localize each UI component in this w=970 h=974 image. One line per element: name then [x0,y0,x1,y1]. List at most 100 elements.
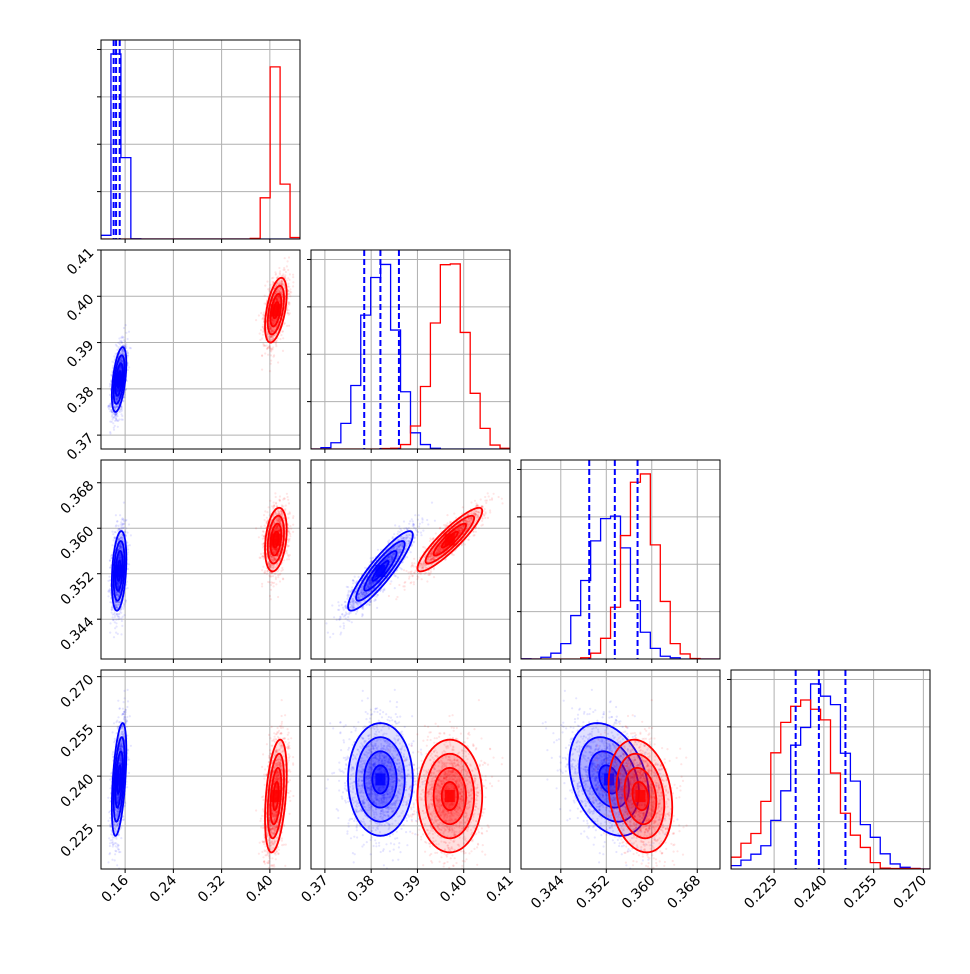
scatter-point [270,350,272,352]
scatter-point [282,350,284,352]
peak-marker [114,374,124,386]
diag-panel-1 [311,250,510,449]
scatter-point [116,345,118,347]
scatter-point [122,419,124,421]
scatter-point [264,285,266,287]
scatter-point [270,584,272,586]
scatter-point [113,613,115,615]
scatter-point [113,355,115,357]
panel-content [107,492,294,638]
scatter-point [123,614,125,616]
scatter-point [262,566,264,568]
scatter-point [114,616,116,618]
scatter-point [117,525,119,527]
scatter-point [286,265,288,267]
scatter-point [127,545,129,547]
scatter-point [264,525,266,527]
scatter-point [264,303,266,305]
scatter-point [282,337,284,339]
scatter-point [113,417,115,419]
scatter-point [289,288,291,290]
scatter-point [111,612,113,614]
scatter-point [264,352,266,354]
panel-2-0 [101,460,300,659]
scatter-point [288,286,290,288]
peak-marker [271,304,281,316]
scatter-point [270,363,272,365]
scatter-point [271,277,273,279]
scatter-point [288,293,290,295]
scatter-point [277,361,279,363]
scatter-point [283,267,285,269]
peak-marker [114,565,124,577]
scatter-point [120,617,122,619]
scatter-point [255,319,257,321]
scatter-point [287,260,289,262]
scatter-point [115,531,117,533]
panel-1-0 [101,250,300,449]
scatter-point [287,277,289,279]
scatter-point [120,413,122,415]
scatter-point [122,616,124,618]
scatter-point [115,525,117,527]
scatter-point [119,528,121,530]
scatter-point [120,633,122,635]
scatter-point [282,331,284,333]
diag-panel-0 [101,40,300,239]
scatter-point [128,523,130,525]
scatter-point [288,256,290,258]
scatter-point [127,338,129,340]
scatter-point [111,609,113,611]
scatter-point [116,626,118,628]
scatter-point [292,524,294,526]
scatter-point [127,354,129,356]
scatter-point [109,383,111,385]
scatter-point [288,558,290,560]
scatter-point [115,353,117,355]
scatter-point [288,325,290,327]
scatter-point [127,568,129,570]
scatter-point [266,573,268,575]
scatter-point [289,295,291,297]
scatter-point [263,345,265,347]
scatter-point [261,337,263,339]
scatter-point [121,523,123,525]
scatter-point [113,427,115,429]
scatter-point [112,418,114,420]
scatter-point [111,554,113,556]
scatter-point [110,409,112,411]
scatter-point [261,355,263,357]
scatter-point [124,603,126,605]
scatter-point [123,396,125,398]
scatter-point [285,271,287,273]
scatter-point [264,295,266,297]
scatter-point [113,537,115,539]
scatter-point [117,342,119,344]
scatter-point [125,332,127,334]
scatter-point [112,619,114,621]
scatter-point [286,558,288,560]
scatter-point [108,591,110,593]
scatter-point [117,618,119,620]
scatter-point [114,420,116,422]
scatter-point [272,346,274,348]
scatter-point [117,633,119,635]
scatter-point [111,414,113,416]
scatter-point [263,514,265,516]
scatter-point [292,515,294,517]
scatter-point [128,366,130,368]
scatter-point [111,361,113,363]
scatter-point [286,312,288,314]
scatter-point [292,276,294,278]
scatter-point [115,514,117,516]
scatter-point [262,334,264,336]
scatter-point [122,400,124,402]
scatter-point [109,567,111,569]
scatter-point [117,615,119,617]
scatter-point [107,580,109,582]
scatter-point [119,411,121,413]
scatter-point [268,289,270,291]
scatter-point [109,394,111,396]
scatter-point [279,270,281,272]
